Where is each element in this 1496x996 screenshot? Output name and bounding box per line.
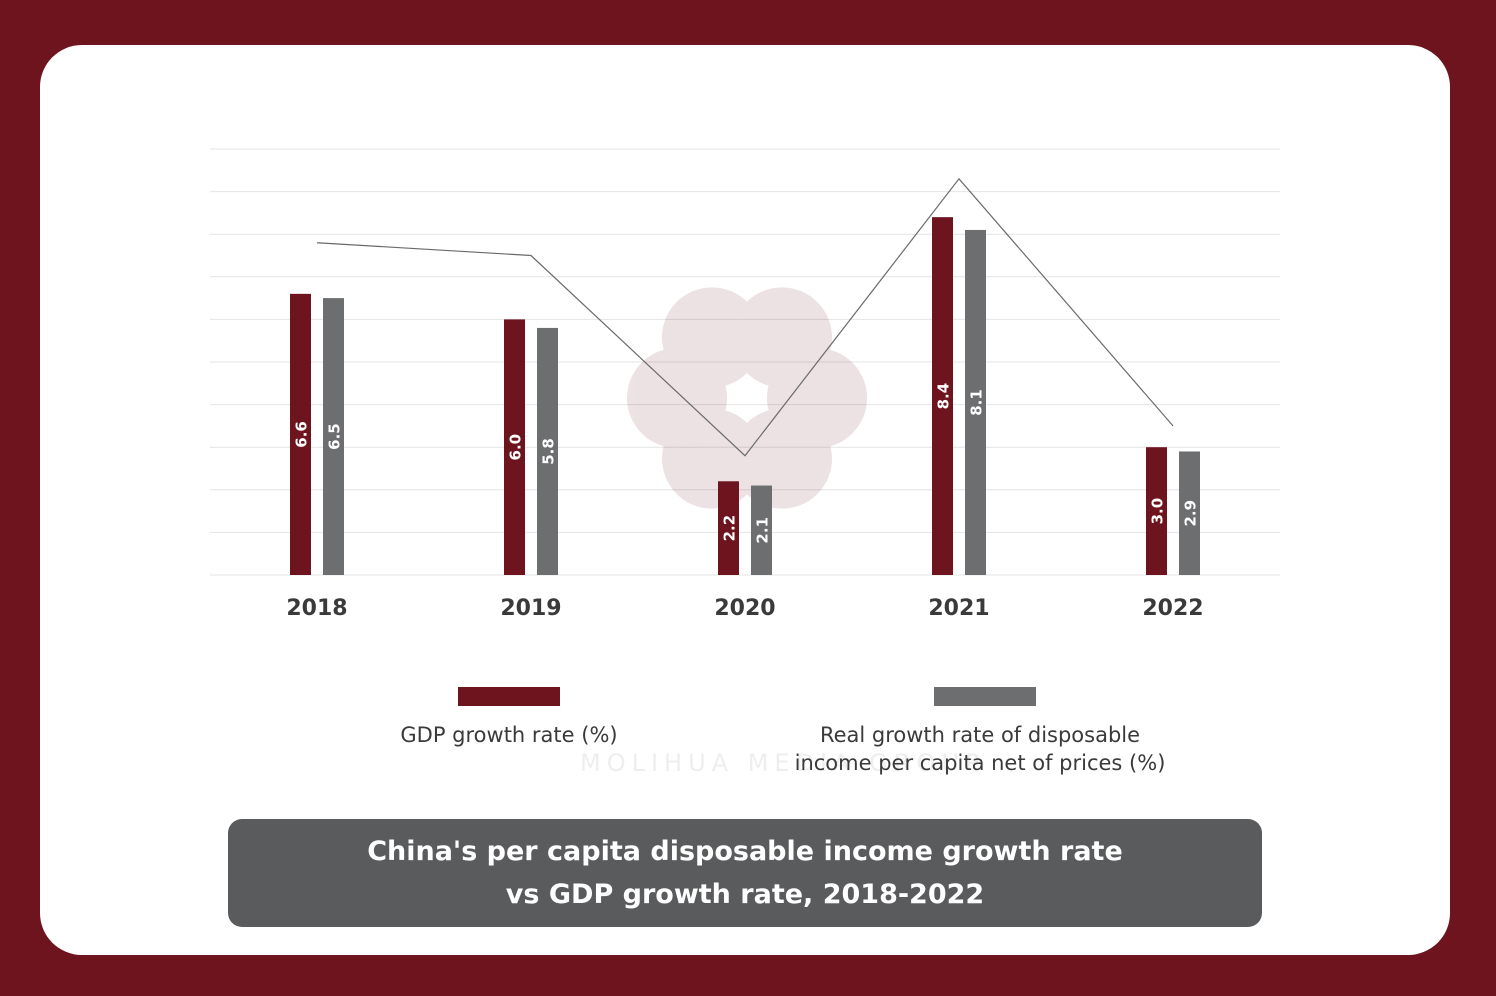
bar-income-2021 xyxy=(965,229,986,575)
bar-gdp-2019 xyxy=(504,319,525,575)
data-label: 6.6 xyxy=(293,421,311,448)
bar-income-2018 xyxy=(323,298,344,575)
chart: 6.6 6.5 2018 6.0 5.8 2019 2.2 2.1 2020 8.4 8.1 2021… xyxy=(210,148,1280,621)
chart-card: MOLIHUA MEDIA GROUP 6.6 6.5 2018 6.0 5.8 2019… xyxy=(40,45,1450,955)
chart-title-line1: China's per capita disposable income gro… xyxy=(367,836,1123,867)
x-tick-label: 2020 xyxy=(714,596,775,621)
data-label: 8.4 xyxy=(935,383,953,410)
data-label: 8.1 xyxy=(968,389,986,416)
chart-title-box: China's per capita disposable income gro… xyxy=(228,819,1262,927)
watermark: MOLIHUA MEDIA GROUP xyxy=(580,749,986,777)
x-tick-label: 2021 xyxy=(928,596,989,621)
bar-gdp-2018 xyxy=(290,293,311,575)
x-tick-label: 2022 xyxy=(1142,596,1203,621)
overlay-line xyxy=(316,177,1174,457)
bar-gdp-2020 xyxy=(718,481,739,575)
watermark-logo xyxy=(627,287,867,509)
data-label: 2.9 xyxy=(1182,500,1200,527)
bar-income-2020 xyxy=(751,485,772,575)
chart-title-line2: vs GDP growth rate, 2018-2022 xyxy=(505,879,985,910)
data-label: 2.2 xyxy=(721,515,739,542)
bar-income-2022 xyxy=(1179,451,1200,575)
data-label: 6.5 xyxy=(326,423,344,450)
data-label: 5.8 xyxy=(540,438,558,465)
legend-label-income-line1: Real growth rate of disposable xyxy=(819,723,1141,747)
legend-swatch-income xyxy=(934,687,1036,706)
data-label: 2.1 xyxy=(754,517,772,544)
legend-swatch-gdp xyxy=(458,687,560,706)
x-tick-label: 2018 xyxy=(286,596,347,621)
bar-gdp-2022 xyxy=(1146,447,1167,575)
bar-income-2019 xyxy=(537,327,558,575)
legend-label-income-line2: income per capita net of prices (%) xyxy=(794,751,1166,775)
x-tick-label: 2019 xyxy=(500,596,561,621)
legend-label-gdp: GDP growth rate (%) xyxy=(400,723,618,747)
data-label: 3.0 xyxy=(1149,498,1167,525)
legend-label-income: Real growth rate of disposable income pe… xyxy=(740,721,1220,777)
data-label: 6.0 xyxy=(507,434,525,461)
bar-gdp-2021 xyxy=(932,217,953,575)
